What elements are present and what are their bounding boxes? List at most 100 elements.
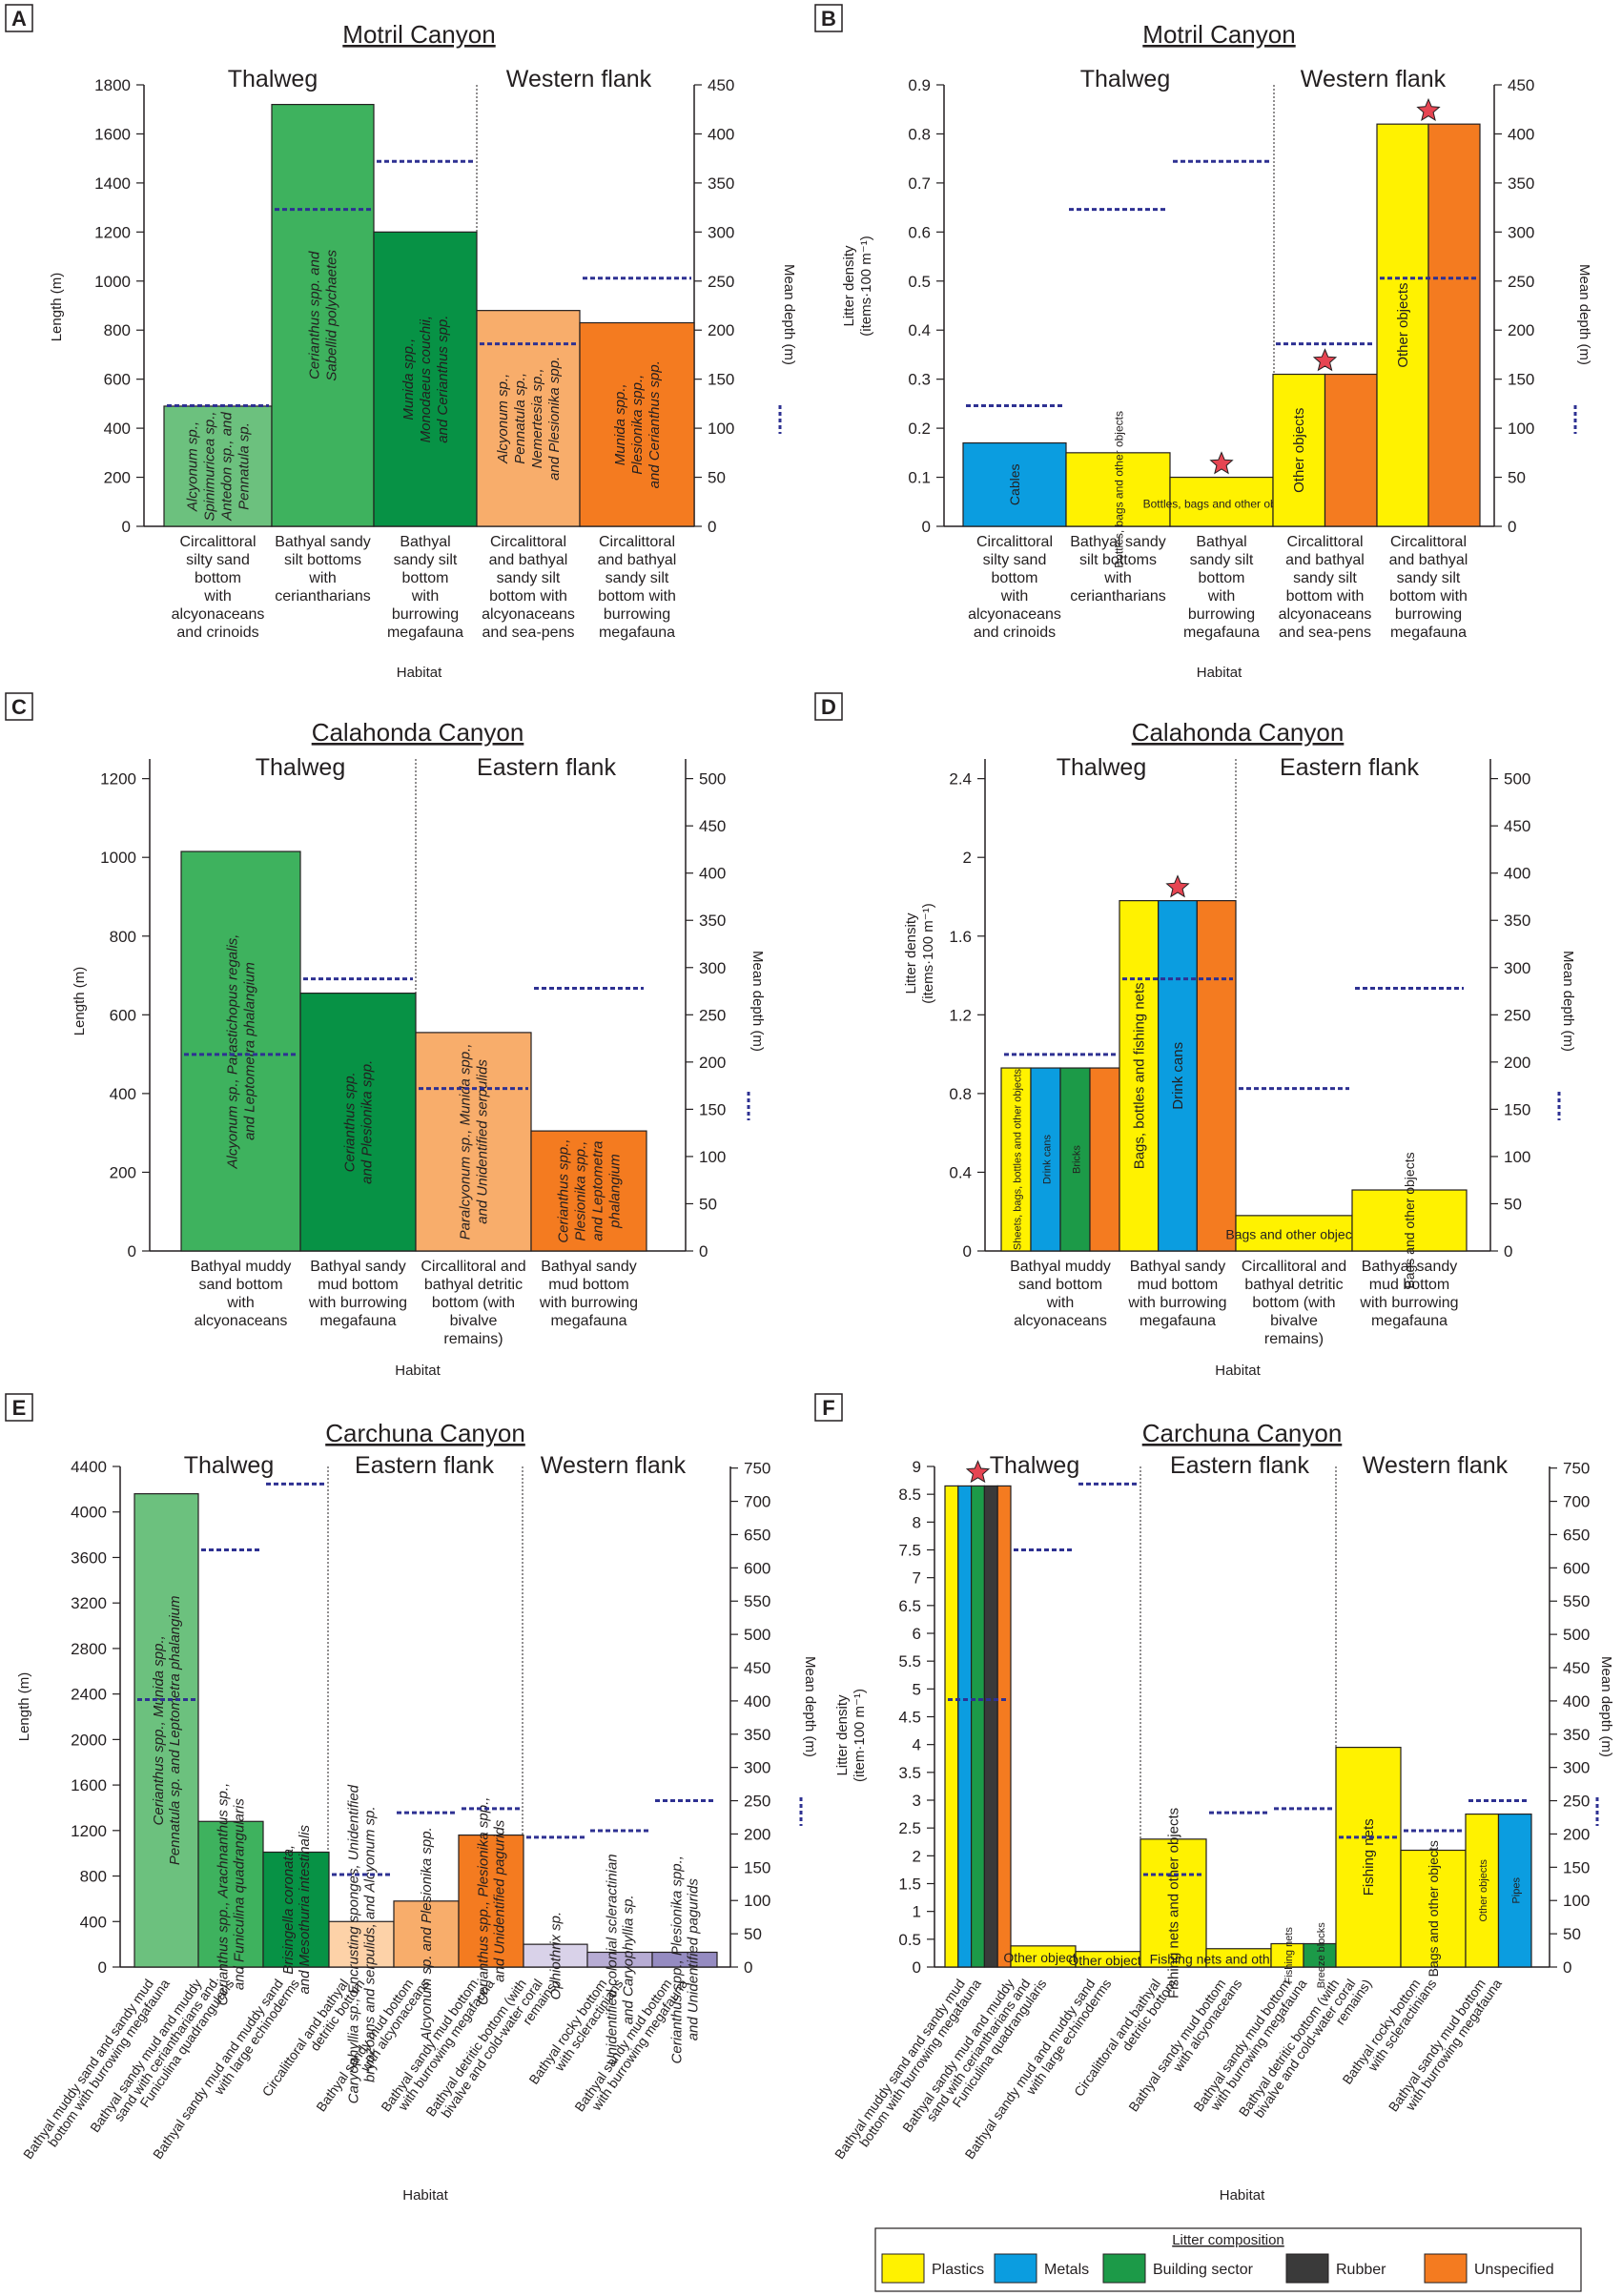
y-tick-label: 9 [913, 1458, 921, 1476]
label-line: remains) [1264, 1331, 1324, 1347]
category-label: Circalittoral silty sand bottom withalcyona… [172, 534, 265, 641]
label-line: bottom with [1286, 588, 1365, 605]
label-line: megafauna [1371, 1313, 1447, 1329]
label-line: and sea-pens [1279, 625, 1371, 641]
y-tick-label: 4400 [71, 1458, 107, 1476]
label-line: bottom [195, 570, 241, 586]
label-line: ceriantharians [275, 588, 371, 605]
y-tick-label: 0 [128, 1242, 136, 1261]
bar-segment [1497, 1813, 1532, 1968]
section-label: Eastern flank [1170, 1452, 1309, 1479]
species-line: Monodaeus couchii, [418, 316, 434, 442]
label-line: mud bottom [318, 1277, 398, 1293]
label-line: bivalve [1270, 1313, 1318, 1329]
label-line: with [203, 588, 231, 605]
segment-label: Bottles, bags and other objects [1143, 497, 1301, 510]
segment-label: Sheets, bags, bottles and other objects [1013, 1068, 1024, 1250]
y2-tick-label: 350 [1563, 1726, 1590, 1744]
y-tick-label: 1400 [94, 174, 131, 193]
species-line: Nemertesia sp., [529, 368, 545, 468]
species-line: and Plesionika spp. [359, 1060, 376, 1184]
y-tick-label: 0 [922, 518, 931, 536]
y-tick-label: 6 [913, 1625, 921, 1643]
panel-letter: D [821, 695, 836, 719]
star-icon [1165, 874, 1190, 898]
label-line: bivalve [450, 1313, 498, 1329]
bar-segment [1196, 900, 1237, 1252]
label-line: bottom (with [432, 1295, 515, 1311]
category-label: Circallitoral and bathyal detritic bottom … [1242, 1259, 1346, 1347]
bar-species-label: Cerianthus spp., Plesionika spp., and Uni… [669, 1855, 702, 2063]
label-line: Circalittoral [1286, 534, 1363, 550]
bar-segment [1158, 900, 1198, 1252]
y-axis-title: Length (m) [49, 273, 65, 342]
y-tick-label: 1200 [71, 1822, 107, 1840]
y2-tick-label: 400 [744, 1692, 770, 1711]
bar-species-label: Alcyonum sp. and Plesionika spp. [419, 1827, 435, 2041]
y2-tick-label: 550 [1563, 1592, 1590, 1610]
section-label: Western flank [1363, 1452, 1509, 1479]
segment-label: Other objects [1003, 1950, 1082, 1965]
y2-tick-label: 150 [1563, 1858, 1590, 1876]
bar-species-label: Munida spp., Monodaeus couchii, and Cerian… [400, 316, 451, 443]
y-tick-label: 0.7 [908, 174, 931, 193]
y-tick-label: 0.8 [908, 125, 931, 143]
y2-tick-label: 50 [1563, 1925, 1581, 1943]
y-axis-title: Litter density (item·100 m⁻¹) [834, 1689, 868, 1782]
y-tick-label: 5 [913, 1680, 921, 1698]
label-line: (items·100 m⁻¹) [920, 903, 936, 1003]
label-line: Length (m) [49, 273, 65, 342]
label-line: and sea-pens [482, 625, 575, 641]
label-line: with burrowing [539, 1295, 638, 1311]
y-tick-label: 4 [913, 1736, 921, 1754]
label-line: megafauna [599, 625, 675, 641]
y2-tick-label: 350 [708, 174, 734, 193]
y-tick-label: 3.5 [898, 1764, 921, 1782]
label-line: bottom [992, 570, 1038, 586]
y2-tick-label: 100 [1563, 1892, 1590, 1910]
y2-tick-label: 400 [1508, 125, 1534, 143]
species-line: Plesionika spp., [629, 375, 646, 475]
species-line: Munida spp., [612, 383, 628, 465]
y-tick-label: 800 [110, 928, 136, 946]
label-line: with burrowing [308, 1295, 407, 1311]
panel-letter: C [11, 695, 27, 719]
segment-label: Bags, bottles and fishing nets [1131, 982, 1147, 1169]
legend-label: Unspecified [1474, 2262, 1554, 2278]
label-line: bottom with [489, 588, 567, 605]
label-line: bottom [402, 570, 449, 586]
label-line: with burrowing [1359, 1295, 1458, 1311]
label-line: Bathyal muddy [1010, 1259, 1111, 1275]
label-line: Bathyal [1196, 534, 1246, 550]
species-line: and Unidentified pagurids [686, 1878, 702, 2041]
legend-swatch [1424, 2253, 1468, 2284]
y2-tick-label: 450 [1504, 817, 1530, 835]
y2-tick-label: 150 [744, 1858, 770, 1876]
section-label: Eastern flank [1280, 754, 1419, 781]
y-tick-label: 0.3 [908, 371, 931, 389]
y2-tick-label: 0 [1508, 518, 1516, 536]
panel-letter: F [822, 1396, 834, 1420]
panel-B: B Motril Canyon 0 0.1 0.2 0.3 0.4 0.5 0.6 0.7 0.8 0… [814, 4, 1592, 681]
species-line: Paralcyonum sp., Munida spp., [458, 1043, 474, 1240]
y2-tick-label: 200 [1504, 1054, 1530, 1072]
species-line: Alcyonum sp. and Plesionika spp. [419, 1827, 435, 2041]
y2-tick-label: 250 [1504, 1006, 1530, 1024]
category-label: Bathyal muddy sand bottom with alcyonaceans [1010, 1259, 1111, 1329]
bar-segment [1351, 1189, 1468, 1252]
category-label: Bathyal muddy sand bottom with alcyonaceans [191, 1259, 292, 1329]
y2-axis-title: Mean depth (m) [749, 951, 766, 1052]
bar [476, 310, 581, 527]
category-label: Circalittoral and bathyal sandy silt bottom… [1279, 534, 1372, 641]
species-line: Pennatula sp. and Leptometra phalangium [167, 1595, 183, 1865]
star-icon [1416, 97, 1441, 121]
bar-species-label: Cerianthus spp., Munida spp., Pennatula s… [151, 1595, 183, 1865]
bar [530, 1130, 647, 1252]
y2-tick-label: 0 [1504, 1242, 1512, 1261]
y-tick-label: 3 [913, 1792, 921, 1810]
legend-label: Rubber [1336, 2262, 1386, 2278]
label-line: sandy silt [1190, 552, 1254, 568]
y2-tick-label: 100 [1504, 1148, 1530, 1166]
label-line: with [411, 588, 439, 605]
label-line: megafauna [1183, 625, 1260, 641]
